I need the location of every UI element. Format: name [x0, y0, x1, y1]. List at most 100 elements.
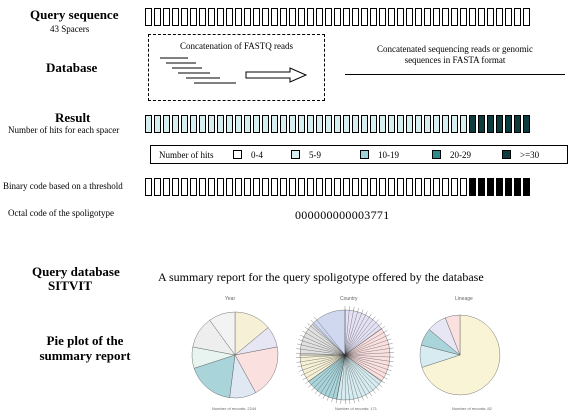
- pie-country-leader-line: [297, 343, 346, 356]
- fasta-line: [345, 74, 565, 75]
- binary-spacer-box: [172, 178, 179, 196]
- query-spacer-box: [352, 8, 359, 26]
- query-spacer-box: [154, 8, 161, 26]
- pie-footer-country: Number of records: 171: [335, 406, 378, 411]
- binary-spacer-box: [478, 178, 485, 196]
- binary-spacer-box: [334, 178, 341, 196]
- pie-country-leader-line: [314, 316, 346, 356]
- pie-country-leader-line: [300, 334, 346, 356]
- legend-label-10-19: 10-19: [378, 149, 399, 160]
- query-spacer-box: [397, 8, 404, 26]
- query-spacer-box: [163, 8, 170, 26]
- binary-spacer-box: [244, 178, 251, 196]
- binary-spacer-box: [181, 178, 188, 196]
- hits-spacer-box: [154, 115, 161, 133]
- binary-spacer-box: [190, 178, 197, 196]
- query-spacer-box: [415, 8, 422, 26]
- pie-country-leader-line: [326, 354, 346, 401]
- binary-code-label: Binary code based on a threshold: [3, 181, 123, 191]
- query-spacer-box: [307, 8, 314, 26]
- binary-spacer-box: [145, 178, 152, 196]
- query-spacer-box: [280, 8, 287, 26]
- legend-item-5-9: 5-9: [291, 150, 360, 160]
- hits-spacer-box: [235, 115, 242, 133]
- pie-country-leader-line: [344, 354, 394, 362]
- query-spacer-box: [478, 8, 485, 26]
- query-spacer-box: [235, 8, 242, 26]
- query-spacer-box: [244, 8, 251, 26]
- binary-spacer-box: [487, 178, 494, 196]
- binary-spacer-box: [298, 178, 305, 196]
- pie-title-year: Year: [225, 296, 236, 302]
- hits-each-spacer-label: Number of hits for each spacer: [8, 125, 120, 135]
- pie-country-leader-line: [344, 354, 388, 380]
- query-spacer-box: [325, 8, 332, 26]
- legend-label-0-4: 0-4: [251, 149, 263, 160]
- pie-title-country: Country: [340, 296, 358, 302]
- pie-country-leader-line: [344, 338, 392, 356]
- binary-spacer-box: [379, 178, 386, 196]
- hits-spacer-box: [514, 115, 521, 133]
- binary-spacer-box: [316, 178, 323, 196]
- pie-country-leader-line: [331, 354, 346, 403]
- hits-spacer-box: [325, 115, 332, 133]
- hits-spacer-box: [244, 115, 251, 133]
- pie-country-leader-line: [344, 354, 364, 401]
- binary-spacer-box: [514, 178, 521, 196]
- pie-year-slice-4: [193, 354, 236, 398]
- result-label: Result: [55, 110, 91, 125]
- pie-country-leader-line: [344, 326, 385, 356]
- pie-country-leader-line: [344, 330, 388, 356]
- legend-swatch-0-4: [233, 150, 242, 159]
- pie-country-leader-line: [344, 354, 368, 399]
- query-spacer-box: [253, 8, 260, 26]
- hits-spacer-box: [280, 115, 287, 133]
- pie-country-leader-line: [344, 354, 383, 388]
- pie-charts: [191, 306, 501, 404]
- query-spacer-box: [460, 8, 467, 26]
- pie-country-leader-line: [300, 354, 346, 376]
- pie-country-leader-line: [344, 343, 393, 356]
- pie-country-leader-line: [344, 309, 364, 356]
- query-spacer-box: [379, 8, 386, 26]
- legend-swatch-30-plus: [502, 150, 511, 159]
- query-spacer-box: [217, 8, 224, 26]
- hits-spacer-box: [316, 115, 323, 133]
- binary-spacer-box: [208, 178, 215, 196]
- query-spacer-box: [451, 8, 458, 26]
- binary-spacer-box: [262, 178, 269, 196]
- pie-plot-label-line2: summary report: [39, 348, 131, 363]
- pie-country-leader-line: [344, 354, 392, 371]
- hits-spacer-box: [334, 115, 341, 133]
- hits-spacer-box: [145, 115, 152, 133]
- hits-spacer-box: [442, 115, 449, 133]
- legend-label-30-plus: >=30: [520, 149, 540, 160]
- binary-spacer-box: [505, 178, 512, 196]
- hits-spacer-box: [352, 115, 359, 133]
- pie-country-leader-line: [302, 330, 346, 356]
- pie-country-leader-line: [344, 307, 359, 356]
- pie-country-leader-line: [344, 354, 393, 367]
- query-spacer-box: [523, 8, 530, 26]
- pie-country-leader-line: [344, 354, 372, 397]
- pie-country-leader-line: [298, 339, 346, 356]
- hits-spacer-box: [307, 115, 314, 133]
- legend-swatch-20-29: [432, 150, 441, 159]
- binary-spacer-box: [217, 178, 224, 196]
- legend-item-20-29: 20-29: [432, 150, 502, 160]
- pie-country-leader-line: [310, 319, 346, 356]
- hits-spacer-box: [424, 115, 431, 133]
- query-spacer-box: [190, 8, 197, 26]
- binary-spacer-box: [370, 178, 377, 196]
- binary-spacer-box: [442, 178, 449, 196]
- hits-spacer-box: [451, 115, 458, 133]
- binary-spacer-box: [226, 178, 233, 196]
- pie-country-leader-line: [344, 319, 379, 356]
- binary-spacer-box: [523, 178, 530, 196]
- hits-spacer-row: [145, 115, 532, 133]
- hits-spacer-box: [433, 115, 440, 133]
- pie-country-leader-line: [340, 354, 346, 404]
- pie-footer-year: Number of records: 2244: [212, 406, 257, 411]
- binary-spacer-box: [352, 178, 359, 196]
- hits-spacer-box: [487, 115, 494, 133]
